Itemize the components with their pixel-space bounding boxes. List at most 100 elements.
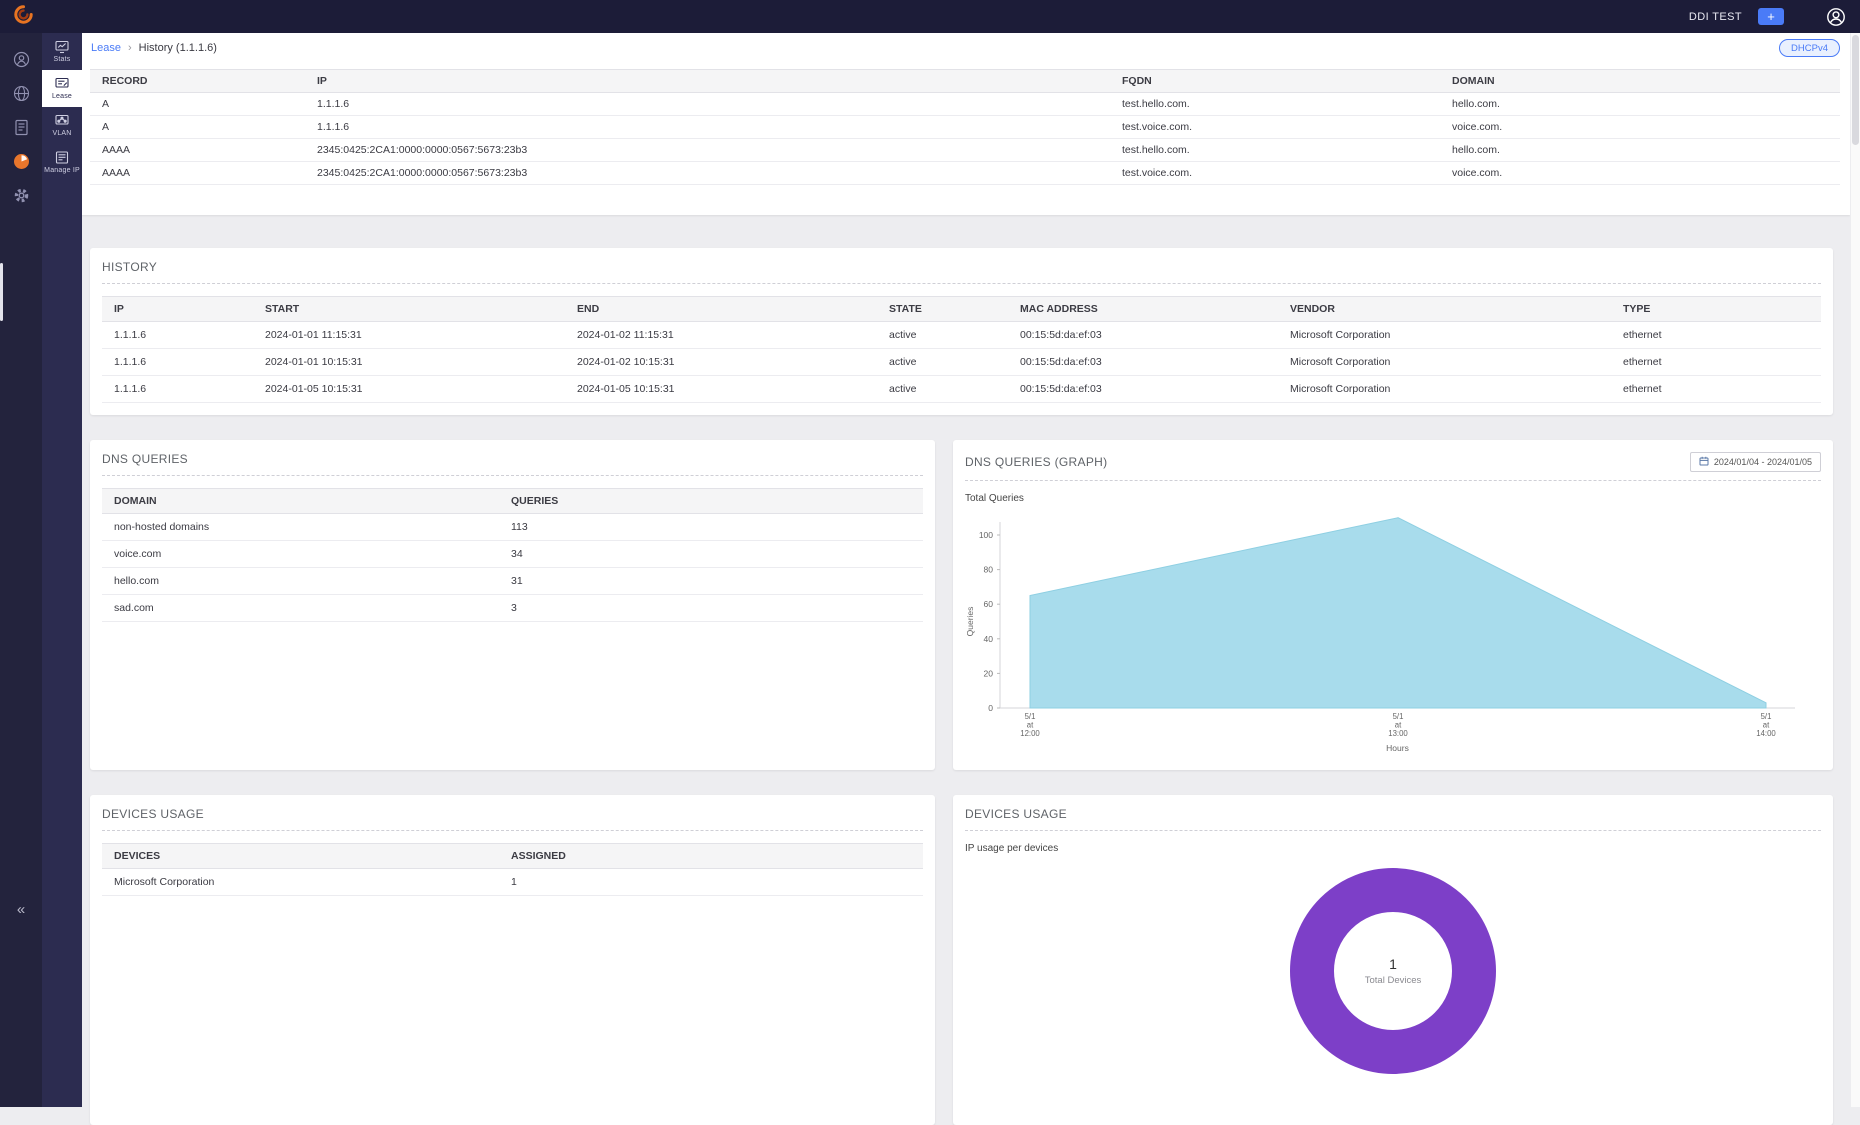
svg-text:40: 40 bbox=[984, 634, 994, 644]
svg-text:13:00: 13:00 bbox=[1388, 729, 1408, 738]
svg-text:80: 80 bbox=[984, 565, 994, 575]
sidebar-item-label: VLAN bbox=[52, 130, 71, 137]
table-cell: active bbox=[877, 376, 1008, 403]
add-button[interactable]: + bbox=[1758, 8, 1784, 25]
table-cell: 2024-01-01 10:15:31 bbox=[253, 349, 565, 376]
lease-icon bbox=[55, 77, 69, 91]
table-cell: A bbox=[90, 93, 305, 116]
globe-icon[interactable] bbox=[13, 85, 30, 102]
column-header-state: STATE bbox=[877, 297, 1008, 322]
table-cell: 00:15:5d:da:ef:03 bbox=[1008, 349, 1278, 376]
donut-chart-subtitle: IP usage per devices bbox=[965, 843, 1821, 854]
dhcp-version-badge[interactable]: DHCPv4 bbox=[1779, 39, 1840, 57]
calendar-icon bbox=[1699, 456, 1709, 468]
dns-graph-section-title: DNS QUERIES (GRAPH) bbox=[965, 455, 1107, 469]
svg-text:Queries: Queries bbox=[965, 607, 975, 637]
table-cell: voice.com. bbox=[1440, 162, 1840, 185]
devices-usage-chart-card: DEVICES USAGE IP usage per devices 1 Tot… bbox=[953, 795, 1833, 1125]
column-header-devices: DEVICES bbox=[102, 844, 499, 869]
table-cell: hello.com. bbox=[1440, 139, 1840, 162]
table-cell: Microsoft Corporation bbox=[102, 869, 499, 896]
stats-icon bbox=[55, 40, 69, 54]
column-header-ip: IP bbox=[102, 297, 253, 322]
sidebar-item-label: Manage IP bbox=[44, 167, 80, 174]
rail-drag-handle[interactable] bbox=[0, 263, 3, 321]
column-header-record: RECORD bbox=[90, 70, 305, 93]
table-cell: Microsoft Corporation bbox=[1278, 322, 1611, 349]
sidebar-item-stats[interactable]: Stats bbox=[42, 33, 82, 70]
table-cell: 34 bbox=[499, 541, 923, 568]
table-cell: 1.1.1.6 bbox=[102, 349, 253, 376]
collapse-sidebar-icon[interactable]: « bbox=[0, 901, 42, 918]
date-range-value: 2024/01/04 - 2024/01/05 bbox=[1714, 457, 1812, 467]
scrollbar-thumb[interactable] bbox=[1852, 35, 1859, 145]
breadcrumb-lease-link[interactable]: Lease bbox=[91, 42, 121, 54]
table-cell: ethernet bbox=[1611, 349, 1821, 376]
dns-graph-card: DNS QUERIES (GRAPH) 2024/01/04 - 2024/01… bbox=[953, 440, 1833, 770]
svg-text:0: 0 bbox=[988, 703, 993, 713]
area-chart-svg: 0204060801005/1at12:005/1at13:005/1at14:… bbox=[965, 508, 1821, 754]
table-cell: active bbox=[877, 349, 1008, 376]
table-cell: 2024-01-05 10:15:31 bbox=[565, 376, 877, 403]
table-cell: 1.1.1.6 bbox=[305, 116, 1110, 139]
table-cell: test.voice.com. bbox=[1110, 116, 1440, 139]
table-cell: hello.com bbox=[102, 568, 499, 595]
table-cell: 2024-01-02 10:15:31 bbox=[565, 349, 877, 376]
form-icon[interactable] bbox=[13, 119, 30, 136]
table-cell: 2024-01-05 10:15:31 bbox=[253, 376, 565, 403]
table-cell: ethernet bbox=[1611, 376, 1821, 403]
sidebar-rail: « bbox=[0, 33, 42, 1107]
column-header-domain: DOMAIN bbox=[102, 489, 499, 514]
column-header-end: END bbox=[565, 297, 877, 322]
reports-icon[interactable] bbox=[13, 153, 30, 170]
user-account-icon[interactable] bbox=[1826, 7, 1846, 27]
table-cell: 1.1.1.6 bbox=[305, 93, 1110, 116]
sidebar-item-manage-ip[interactable]: Manage IP bbox=[42, 144, 82, 181]
table-cell: 2345:0425:2CA1:0000:0000:0567:5673:23b3 bbox=[305, 139, 1110, 162]
table-cell: 1.1.1.6 bbox=[102, 376, 253, 403]
date-range-picker[interactable]: 2024/01/04 - 2024/01/05 bbox=[1690, 452, 1821, 472]
support-icon[interactable] bbox=[13, 51, 30, 68]
table-cell: ethernet bbox=[1611, 322, 1821, 349]
sidebar-item-label: Stats bbox=[54, 56, 71, 63]
sidebar-item-label: Lease bbox=[52, 93, 72, 100]
breadcrumb: Lease › History (1.1.1.6) DHCPv4 bbox=[82, 33, 1850, 63]
account-name-label: DDI TEST bbox=[1689, 11, 1742, 23]
settings-gear-icon[interactable] bbox=[13, 187, 30, 204]
column-header-queries: QUERIES bbox=[499, 489, 923, 514]
table-cell: 00:15:5d:da:ef:03 bbox=[1008, 376, 1278, 403]
sidebar-item-vlan[interactable]: VLAN bbox=[42, 107, 82, 144]
table-cell: 2345:0425:2CA1:0000:0000:0567:5673:23b3 bbox=[305, 162, 1110, 185]
table-cell: 31 bbox=[499, 568, 923, 595]
table-cell: 00:15:5d:da:ef:03 bbox=[1008, 322, 1278, 349]
table-cell: Microsoft Corporation bbox=[1278, 376, 1611, 403]
scrollbar[interactable] bbox=[1850, 33, 1860, 1107]
donut-total-label: Total Devices bbox=[1365, 975, 1422, 986]
table-cell: voice.com. bbox=[1440, 116, 1840, 139]
column-header-domain: DOMAIN bbox=[1440, 70, 1840, 93]
table-cell: AAAA bbox=[90, 139, 305, 162]
sidebar-item-lease[interactable]: Lease bbox=[42, 70, 82, 107]
table-cell: 1 bbox=[499, 869, 923, 896]
dns-queries-section-title: DNS QUERIES bbox=[102, 452, 923, 476]
vlan-icon bbox=[55, 114, 69, 128]
brand-logo-icon[interactable] bbox=[14, 5, 33, 29]
breadcrumb-separator: › bbox=[128, 42, 132, 54]
